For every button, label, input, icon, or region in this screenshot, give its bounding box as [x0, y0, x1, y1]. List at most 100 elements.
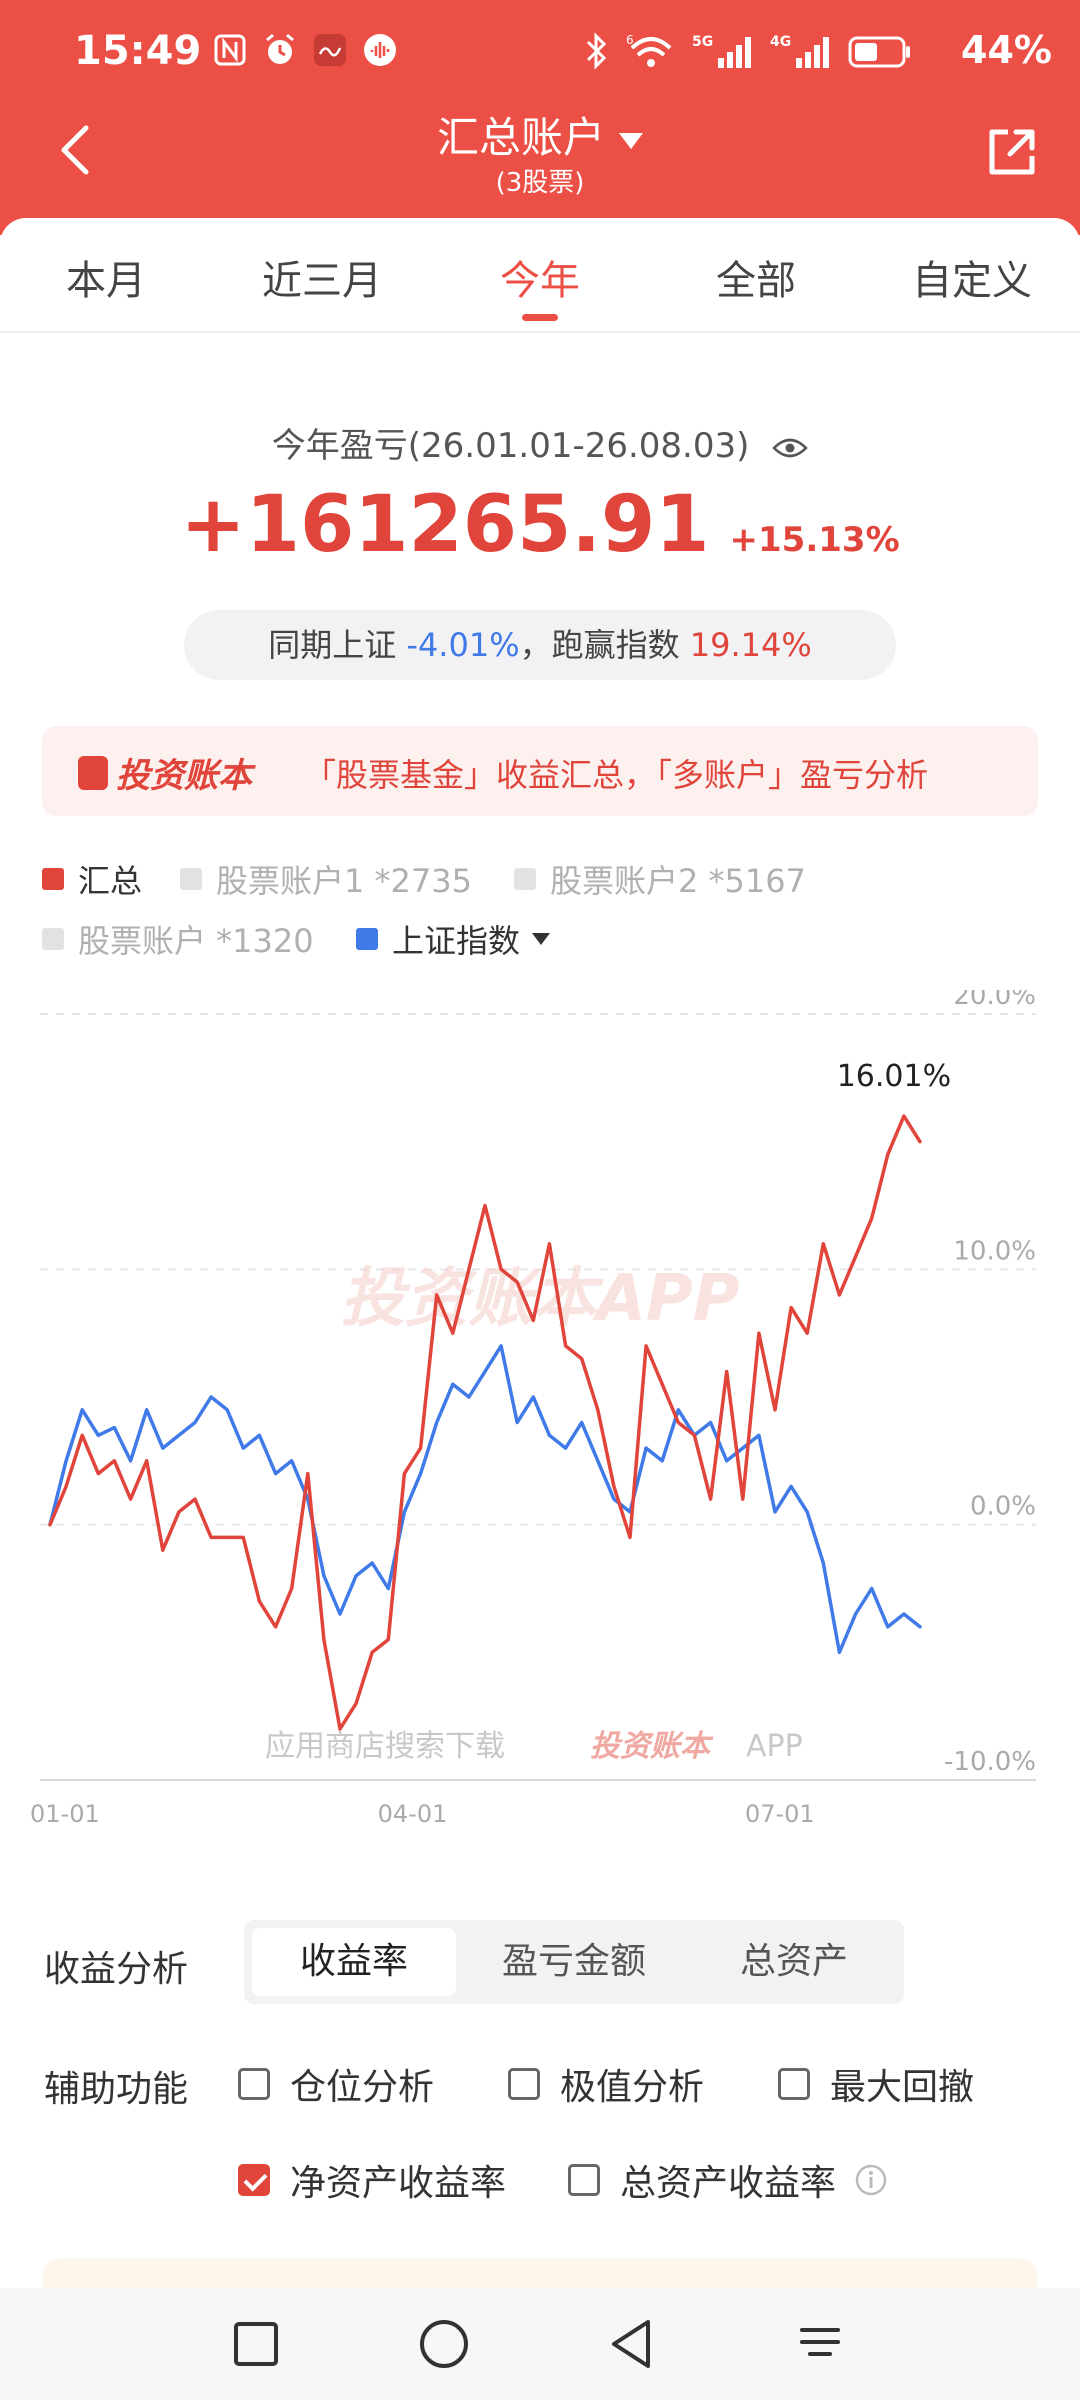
recent-apps-icon[interactable]	[228, 2316, 284, 2372]
tab-this-year[interactable]: 今年	[500, 258, 580, 304]
period-label: 今年盈亏(26.01.01-26.08.03)	[271, 426, 750, 466]
battery-percent: 44%	[961, 28, 1052, 72]
chart-footer-text: 应用商店搜索下载	[265, 1729, 505, 1764]
checkbox-extreme-analysis[interactable]: 极值分析	[508, 2058, 704, 2110]
legend-label: 股票账户 *1320	[78, 922, 314, 960]
brand-logo-icon	[78, 755, 108, 790]
back-icon[interactable]	[604, 2316, 660, 2372]
checkbox-roa[interactable]: 总资产收益率	[568, 2154, 888, 2206]
analysis-option-profit-amount[interactable]: 盈亏金额	[501, 1941, 646, 1982]
legend-label: 股票账户1 *2735	[216, 862, 472, 900]
info-icon[interactable]	[854, 2163, 888, 2197]
legend-item-account-1[interactable]: 股票账户1 *2735	[180, 856, 472, 902]
tab-active-indicator	[522, 314, 558, 321]
legend-item-total[interactable]: 汇总	[42, 856, 142, 902]
legend-swatch	[42, 928, 64, 950]
x-tick-label: 01-01	[30, 1800, 100, 1828]
index-dropdown-icon	[532, 933, 551, 945]
series-line-shanghai-index	[48, 1344, 922, 1655]
status-notification-icons	[212, 32, 398, 68]
index-comparison: 同期上证 -4.01%，跑赢指数 19.14%	[184, 610, 896, 680]
y-tick-label: 0.0%	[970, 1492, 1036, 1522]
content-sheet	[0, 218, 1080, 2400]
aux-label: 辅助功能	[44, 2069, 189, 2110]
checkbox-label: 最大回撤	[830, 2067, 975, 2108]
outperform-value: 19.14%	[689, 626, 812, 664]
page-title: 汇总账户	[436, 113, 605, 162]
profit-row: +161265.91 +15.13%	[0, 480, 1080, 570]
checkbox-max-drawdown[interactable]: 最大回撤	[778, 2058, 974, 2110]
svg-text:4G: 4G	[770, 34, 791, 50]
chart-end-label: 16.01%	[837, 1059, 951, 1094]
account-selector[interactable]: 汇总账户	[0, 104, 1080, 165]
chart-footer-brand: 投资账本	[590, 1729, 714, 1764]
period-label-row: 今年盈亏(26.01.01-26.08.03)	[0, 418, 1080, 467]
legend-item-account-3[interactable]: 股票账户 *1320	[42, 916, 314, 962]
profit-amount: +161265.91	[180, 480, 710, 570]
y-tick-label: 20.0%	[953, 990, 1036, 1011]
signal-5g-icon: 5G	[692, 34, 751, 68]
brand-logo: 投资账本	[78, 748, 252, 797]
analysis-option-return-rate[interactable]: 收益率	[252, 1928, 456, 1996]
legend-swatch	[356, 928, 378, 950]
legend-label: 上证指数	[392, 922, 521, 960]
back-arrow-icon[interactable]	[56, 120, 96, 180]
checkbox-label: 极值分析	[560, 2067, 705, 2108]
nfc-icon	[212, 32, 248, 68]
legend-item-shanghai-index[interactable]: 上证指数	[356, 916, 551, 962]
audio-icon	[362, 32, 398, 68]
x-tick-label: 04-01	[378, 1800, 448, 1828]
status-time: 15:49	[74, 28, 202, 74]
bluetooth-icon	[586, 32, 607, 70]
legend-item-account-2[interactable]: 股票账户2 *5167	[514, 856, 806, 902]
legend-swatch	[42, 868, 64, 890]
eye-icon[interactable]	[772, 436, 808, 460]
tab-custom[interactable]: 自定义	[912, 258, 1032, 304]
y-tick-label: -10.0%	[944, 1747, 1036, 1777]
analysis-label: 收益分析	[44, 1949, 189, 1990]
legend-swatch	[180, 868, 202, 890]
compare-label: 同期上证	[268, 626, 397, 664]
x-tick-label: 07-01	[745, 1800, 815, 1828]
tab-this-month[interactable]: 本月	[66, 258, 146, 304]
brand-logo-text: 投资账本	[116, 756, 252, 796]
svg-text:6: 6	[626, 33, 634, 47]
checkbox-box	[508, 2068, 540, 2100]
checkbox-roe[interactable]: 净资产收益率	[238, 2154, 506, 2206]
home-icon[interactable]	[416, 2316, 472, 2372]
signal-4g-icon: 4G	[770, 34, 829, 68]
legend-label: 股票账户2 *5167	[550, 862, 806, 900]
promo-banner[interactable]: 投资账本 「股票基金」收益汇总，「多账户」盈亏分析	[42, 726, 1038, 816]
svg-text:5G: 5G	[692, 34, 713, 50]
legend-swatch	[514, 868, 536, 890]
tab-all[interactable]: 全部	[716, 258, 796, 304]
dropdown-arrow-icon	[619, 132, 643, 149]
alarm-icon	[262, 32, 298, 68]
status-system-icons: 6 5G 4G	[584, 32, 912, 70]
wifi-icon: 6	[626, 33, 672, 67]
menu-icon[interactable]	[792, 2316, 848, 2372]
series-line-total	[48, 1114, 922, 1731]
compare-value: -4.01%	[406, 626, 520, 664]
app-notification-icon	[312, 32, 348, 68]
chart-footer-app: APP	[746, 1729, 803, 1764]
status-bar: 15:49 6 5G 4G 44%	[0, 28, 1080, 78]
checkbox-label: 总资产收益率	[620, 2163, 837, 2204]
analysis-segmented-control: 收益率 盈亏金额 总资产	[244, 1920, 904, 2004]
checkbox-position-analysis[interactable]: 仓位分析	[238, 2058, 434, 2110]
battery-icon	[848, 36, 910, 68]
system-navigation-bar	[0, 2288, 1080, 2400]
checkbox-box	[238, 2068, 270, 2100]
checkbox-box	[568, 2164, 600, 2196]
tab-last-three-months[interactable]: 近三月	[262, 258, 382, 304]
chart-watermark: 投资账本APP	[340, 1262, 739, 1336]
checkbox-label: 仓位分析	[290, 2067, 435, 2108]
checkbox-box	[778, 2068, 810, 2100]
checkbox-label: 净资产收益率	[290, 2163, 507, 2204]
checkbox-box-checked	[238, 2164, 270, 2196]
share-icon[interactable]	[984, 124, 1040, 180]
analysis-option-total-assets[interactable]: 总资产	[739, 1941, 848, 1982]
banner-text: 「股票基金」收益汇总，「多账户」盈亏分析	[304, 756, 929, 794]
outperform-label: ，跑赢指数	[519, 626, 680, 664]
